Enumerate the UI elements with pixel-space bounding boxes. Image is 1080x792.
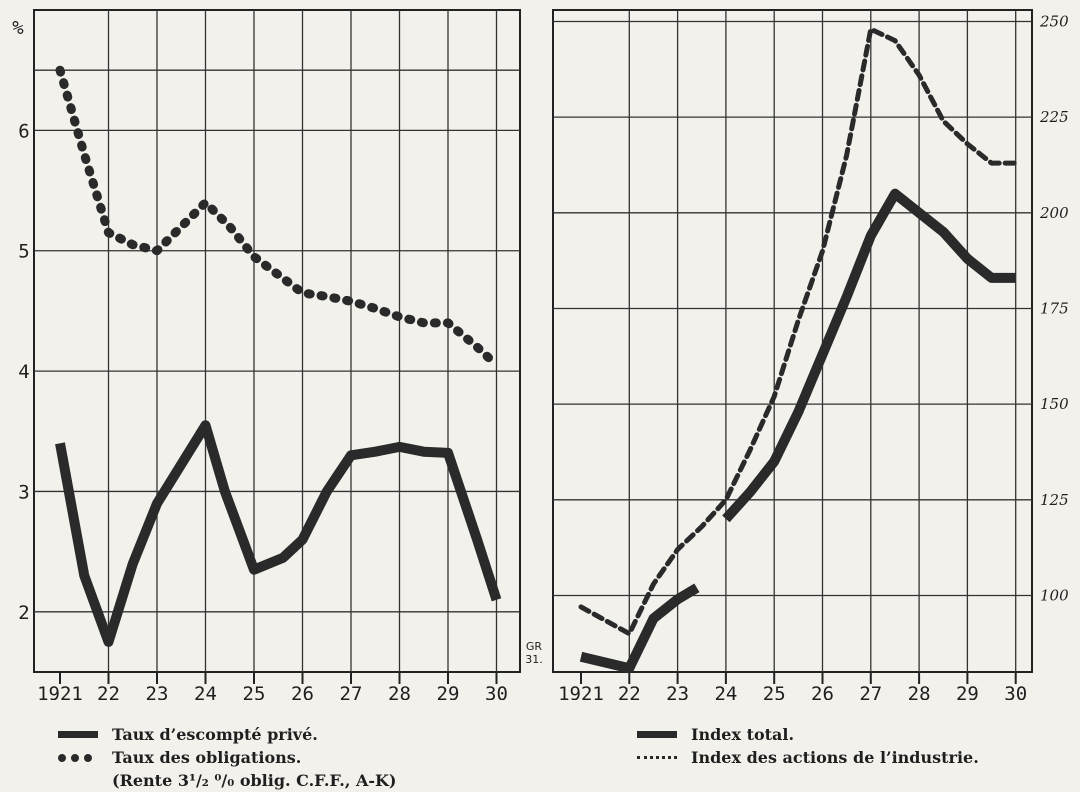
left-xtick-label: 23 <box>146 683 169 700</box>
legend-note: (Rente 3¹/₂ ⁰/₀ oblig. C.F.F., A-K) <box>58 769 397 792</box>
left-xtick-label: 1921 <box>37 683 83 700</box>
left-ytick-label: 3 <box>18 481 29 503</box>
legend-label: Taux d’escompté privé. <box>112 725 318 744</box>
right-legend: Index total. Index des actions de l’indu… <box>637 723 979 769</box>
right-xtick-label: 29 <box>956 683 979 700</box>
left-ytick-label: 5 <box>18 241 29 263</box>
right-xtick-label: 25 <box>763 683 786 700</box>
left-xtick-label: 29 <box>437 683 460 700</box>
right-ytick-label: 125 <box>1040 491 1069 509</box>
left-ytick-label: 6 <box>18 120 29 142</box>
right-xtick-label: 24 <box>714 683 737 700</box>
left-xtick-label: 30 <box>485 683 508 700</box>
solid-line-swatch <box>58 731 98 738</box>
left-frame <box>33 9 521 673</box>
left-series-dotted-line <box>55 65 501 370</box>
right-series-solid-line <box>722 188 1016 523</box>
legend-item-bond-rate: Taux des obligations. <box>58 746 397 769</box>
right-xtick-label: 1921 <box>558 683 604 700</box>
left-xtick-label: 28 <box>388 683 411 700</box>
legend-item-private-discount: Taux d’escompté privé. <box>58 723 397 746</box>
legend-item-industry-index: Index des actions de l’industrie. <box>637 746 979 769</box>
right-series-dotted-line <box>578 26 1019 637</box>
right-ytick-label: 175 <box>1040 299 1069 317</box>
left-y-unit-label: % <box>12 17 24 39</box>
right-xtick-label: 22 <box>618 683 641 700</box>
right-series-solid-line <box>579 583 700 674</box>
legend-note-text: (Rente 3¹/₂ ⁰/₀ oblig. C.F.F., A-K) <box>112 771 397 790</box>
right-xtick-label: 26 <box>811 683 834 700</box>
right-frame <box>552 9 1033 673</box>
right-ytick-label: 150 <box>1040 395 1069 413</box>
gr-annotation: 31. <box>525 653 543 666</box>
right-ytick-label: 225 <box>1039 108 1069 126</box>
right-xtick-label: 27 <box>859 683 882 700</box>
left-xtick-label: 26 <box>291 683 314 700</box>
right-xtick-label: 23 <box>666 683 689 700</box>
left-xtick-label: 27 <box>340 683 363 700</box>
legend-item-total-index: Index total. <box>637 723 979 746</box>
left-series-solid-line <box>55 420 502 647</box>
right-xtick-label: 30 <box>1004 683 1027 700</box>
left-ytick-label: 2 <box>18 602 29 624</box>
left-xtick-label: 24 <box>194 683 217 700</box>
right-xtick-label: 28 <box>908 683 931 700</box>
legend-label: Taux des obligations. <box>112 748 302 767</box>
legend-label: Index total. <box>691 725 795 744</box>
left-xtick-label: 22 <box>97 683 120 700</box>
legend-label: Index des actions de l’industrie. <box>691 748 979 767</box>
right-chart-index: 1921 22 23 24 25 26 27 28 29 30 100 125 150 175 200 225… <box>525 9 1069 700</box>
left-xtick-label: 25 <box>243 683 266 700</box>
dotted-line-swatch <box>58 753 92 762</box>
solid-line-swatch <box>637 731 677 738</box>
left-ytick-label: 4 <box>18 361 29 383</box>
right-ytick-label: 100 <box>1040 586 1069 604</box>
left-legend: Taux d’escompté privé. Taux des obligati… <box>58 723 397 792</box>
gr-annotation: GR <box>526 640 543 653</box>
dotted-line-swatch <box>637 756 677 759</box>
right-ytick-label: 200 <box>1039 204 1069 222</box>
right-ytick-label: 250 <box>1039 12 1069 30</box>
